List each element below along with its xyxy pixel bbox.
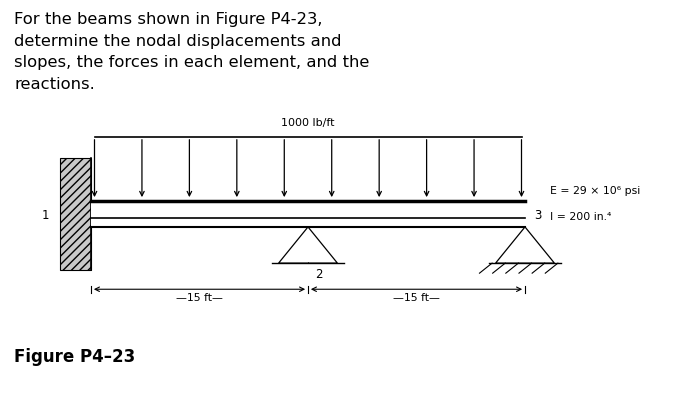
FancyBboxPatch shape (60, 158, 91, 271)
Text: —15 ft—: —15 ft— (393, 293, 440, 303)
Text: 3: 3 (534, 208, 542, 221)
Text: 2: 2 (315, 267, 323, 280)
Text: I = 200 in.⁴: I = 200 in.⁴ (550, 212, 611, 222)
Polygon shape (496, 227, 554, 263)
Text: E = 29 × 10⁶ psi: E = 29 × 10⁶ psi (550, 186, 640, 196)
Text: For the beams shown in Figure P4-23,
determine the nodal displacements and
slope: For the beams shown in Figure P4-23, det… (14, 12, 370, 92)
Text: Figure P4–23: Figure P4–23 (14, 347, 135, 365)
Polygon shape (279, 227, 337, 263)
Text: —15 ft—: —15 ft— (176, 293, 223, 303)
Bar (91, 202, 525, 227)
Text: 1000 lb/ft: 1000 lb/ft (281, 117, 335, 128)
Text: 1: 1 (41, 208, 49, 221)
